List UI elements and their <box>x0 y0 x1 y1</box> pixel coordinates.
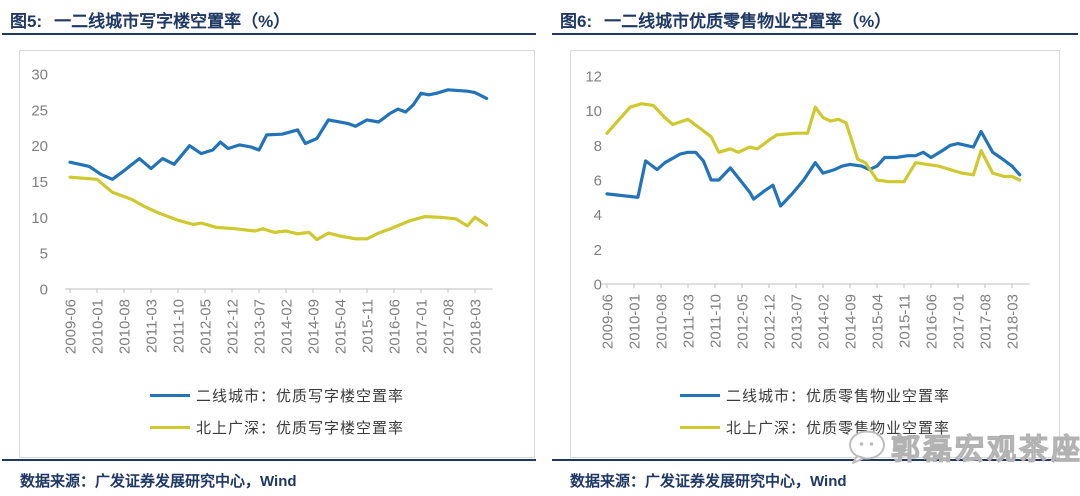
y-axis-label: 30 <box>31 67 48 84</box>
x-axis-label: 2012-05 <box>735 294 752 349</box>
x-axis-label: 2010-01 <box>627 294 644 349</box>
y-axis-label: 10 <box>585 103 602 120</box>
figure6-source: 数据来源：广发证券发展研究中心，Wind <box>570 473 847 490</box>
y-axis-label: 10 <box>31 210 48 227</box>
figure6-title-text: 一二线城市优质零售物业空置率（%） <box>604 12 892 31</box>
x-axis-label: 2014-09 <box>306 299 323 354</box>
x-axis-label: 2011-03 <box>681 294 698 348</box>
legend-item: 二线城市：优质写字楼空置率 <box>149 385 404 406</box>
x-axis-label: 2015-11 <box>897 294 914 348</box>
x-axis-label: 2016-06 <box>924 294 941 349</box>
y-axis-label: 12 <box>585 69 602 86</box>
x-axis-label: 2015-04 <box>333 299 350 354</box>
x-axis-label: 2017-08 <box>441 299 458 354</box>
figure6-label: 图6: <box>560 12 593 31</box>
figure6-plot: 0 2 4 6 8 10 12 2009-06 2010-01 2010-08 2011-03 201… <box>585 69 1030 349</box>
x-axis-label: 2017-01 <box>414 299 431 354</box>
x-axis-label: 2011-10 <box>171 299 188 353</box>
x-axis-label: 2013-07 <box>252 299 269 354</box>
x-axis-label: 2014-02 <box>279 299 296 354</box>
series-line <box>605 102 1022 184</box>
legend-item: 北上广深：优质写字楼空置率 <box>149 417 404 438</box>
x-axis-label: 2013-07 <box>789 294 806 349</box>
figure6-title-underline <box>552 33 1078 35</box>
x-axis-label: 2011-10 <box>708 294 725 348</box>
figure5-source: 数据来源：广发证券发展研究中心，Wind <box>20 473 297 490</box>
x-axis-label: 2012-12 <box>225 299 242 354</box>
x-axis-label: 2017-01 <box>951 294 968 349</box>
figure5-bottom-rule <box>2 459 536 461</box>
legend-label: 北上广深：优质零售物业空置率 <box>725 420 950 437</box>
figure5-legend: 二线城市：优质写字楼空置率 北上广深：优质写字楼空置率 <box>20 385 534 438</box>
figure6-title: 图6: 一二线城市优质零售物业空置率（%） <box>560 7 891 32</box>
y-axis-label: 2 <box>594 242 602 259</box>
figure5-title-underline <box>2 33 536 35</box>
figure6-panel: 图6: 一二线城市优质零售物业空置率（%） 0 2 4 6 8 10 12 2009-06 201… <box>552 0 1080 496</box>
watermark: 郭磊宏观茶座 <box>847 426 1080 468</box>
x-axis-label: 2018-03 <box>1005 294 1022 349</box>
x-axis-label: 2009-06 <box>63 299 80 354</box>
x-axis-label: 2017-08 <box>978 294 995 349</box>
figure6-chart-box: 0 2 4 6 8 10 12 2009-06 2010-01 2010-08 2011-03 201… <box>570 50 1060 458</box>
legend-line-swatch-yellow <box>149 426 190 429</box>
y-axis-label: 15 <box>31 174 48 191</box>
y-axis-label: 8 <box>594 138 602 155</box>
x-axis-label: 2012-05 <box>198 299 215 354</box>
x-axis-label: 2018-03 <box>468 299 485 354</box>
series-line <box>605 129 1022 208</box>
figure6-bottom-rule <box>552 459 1078 461</box>
y-axis-label: 5 <box>40 246 48 263</box>
legend-line-swatch-blue <box>679 394 720 397</box>
figure5-label: 图5: <box>10 12 43 31</box>
x-axis-label: 2010-01 <box>90 299 107 354</box>
series-line <box>68 175 489 242</box>
figure5-panel: 图5: 一二线城市写字楼空置率（%） 0 5 10 15 20 25 30 2009-06 201… <box>2 0 537 496</box>
x-axis-label: 2010-08 <box>117 299 134 354</box>
x-axis-label: 2015-04 <box>870 294 887 349</box>
x-axis-label: 2014-09 <box>843 294 860 349</box>
y-axis-label: 25 <box>31 102 48 119</box>
x-axis-label: 2009-06 <box>600 294 617 349</box>
legend-label: 北上广深：优质写字楼空置率 <box>195 420 404 437</box>
y-axis-label: 4 <box>594 207 602 224</box>
y-axis-label: 0 <box>594 277 602 294</box>
x-axis-label: 2014-02 <box>816 294 833 349</box>
figure6-legend: 二线城市：优质零售物业空置率 北上广深：优质零售物业空置率 <box>571 385 1059 438</box>
legend-item: 北上广深：优质零售物业空置率 <box>679 417 950 438</box>
y-axis-label: 20 <box>31 138 48 155</box>
x-axis-label: 2012-12 <box>762 294 779 349</box>
watermark-text: 郭磊宏观茶座 <box>890 434 1080 467</box>
figure5-plot: 0 5 10 15 20 25 30 2009-06 2010-01 2010-08 2011-03… <box>31 67 493 354</box>
y-axis-label: 0 <box>40 282 48 299</box>
x-axis-label: 2010-08 <box>654 294 671 349</box>
y-axis-label: 6 <box>594 173 602 190</box>
legend-line-swatch-blue <box>149 394 190 397</box>
x-axis-label: 2015-11 <box>360 299 377 353</box>
x-axis-label: 2016-06 <box>387 299 404 354</box>
legend-item: 二线城市：优质零售物业空置率 <box>679 385 950 406</box>
legend-line-swatch-yellow <box>679 426 720 429</box>
figure5-chart-box: 0 5 10 15 20 25 30 2009-06 2010-01 2010-08 2011-03… <box>19 50 535 458</box>
chat-bubble-face-icon <box>849 430 885 464</box>
legend-label: 二线城市：优质写字楼空置率 <box>195 388 404 405</box>
legend-label: 二线城市：优质零售物业空置率 <box>725 388 950 405</box>
figure5-title: 图5: 一二线城市写字楼空置率（%） <box>10 7 290 32</box>
series-line <box>68 88 489 181</box>
figure5-title-text: 一二线城市写字楼空置率（%） <box>54 12 291 31</box>
x-axis-label: 2011-03 <box>144 299 161 353</box>
